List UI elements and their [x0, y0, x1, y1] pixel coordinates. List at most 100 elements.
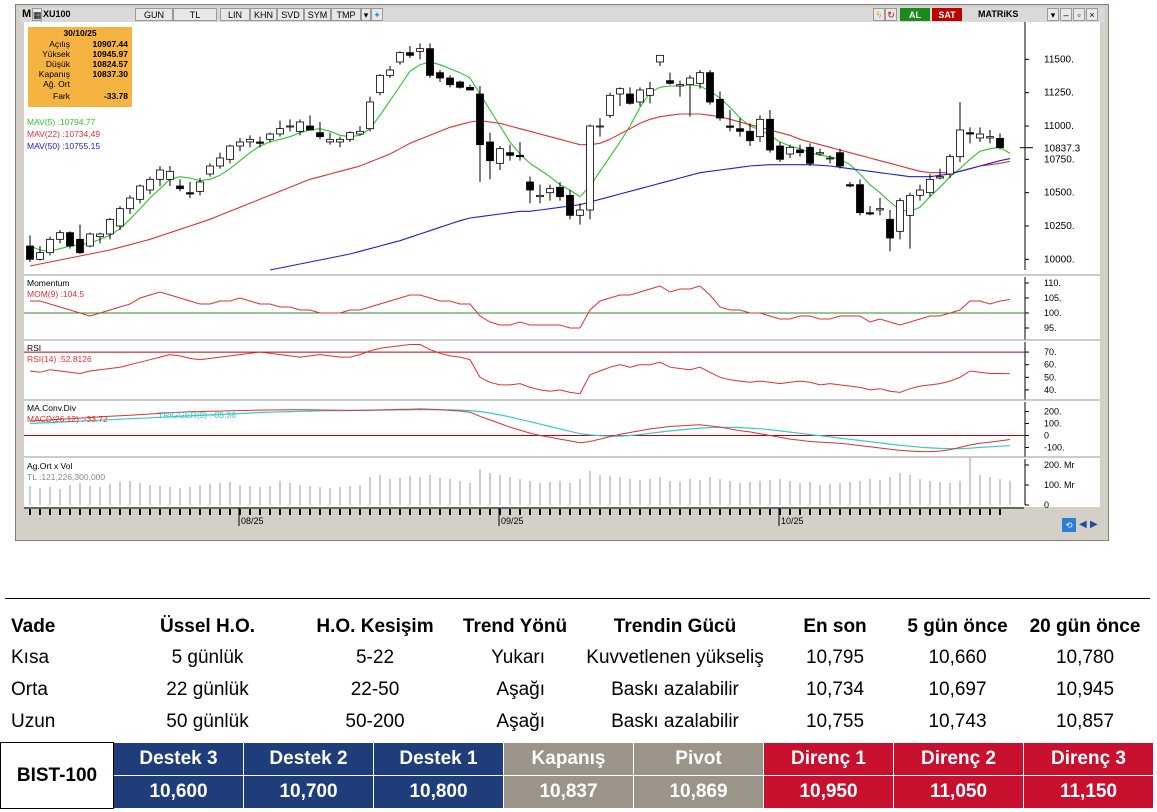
candle-body — [656, 54, 664, 63]
header-ema: Üssel H.O. — [159, 616, 256, 637]
dropdown-icon[interactable]: ▾ — [361, 8, 371, 21]
candle-body — [846, 184, 854, 187]
price-axis[interactable] — [1024, 22, 1100, 507]
candle-body — [66, 232, 74, 247]
time-tick — [409, 509, 411, 515]
y-tick-label: 60. — [1044, 360, 1057, 370]
candle-body — [666, 80, 674, 84]
sell-button[interactable]: SAT — [932, 8, 962, 21]
y-tick-label: 0 — [1044, 500, 1049, 510]
minimize-icon[interactable]: – — [1060, 8, 1072, 21]
time-tick — [549, 509, 551, 515]
rsi-title: RSI — [27, 343, 42, 353]
candle-body — [56, 232, 64, 240]
time-tick — [159, 509, 161, 515]
time-tick — [489, 509, 491, 515]
time-tick — [679, 509, 681, 515]
candle-body — [46, 238, 54, 254]
time-tick — [179, 509, 181, 515]
candle-body — [146, 178, 154, 191]
header-vade: Vade — [11, 616, 56, 637]
candle-body — [226, 145, 234, 160]
candle-body — [896, 200, 904, 232]
infobox-row-close: Kapanış 10837.30 — [38, 69, 128, 79]
infobox-row-diff: Fark -33.78 — [53, 91, 128, 101]
table-cell: Uzun — [11, 711, 56, 732]
time-tick — [599, 509, 601, 515]
table-row: Kısa 5 günlük 5-22 Yukarı Kuvvetlenen yü… — [5, 642, 1150, 674]
y-tick-label: 10500. — [1044, 188, 1075, 199]
time-tick — [239, 509, 241, 515]
sym-button[interactable]: SYM — [304, 8, 331, 21]
candle-body — [806, 146, 814, 164]
time-tick — [359, 509, 361, 515]
linear-scale-button[interactable]: LIN — [220, 8, 250, 21]
buy-button[interactable]: AL — [900, 8, 930, 21]
time-tick — [449, 509, 451, 515]
time-tick — [709, 509, 711, 515]
period-button[interactable]: GUN — [135, 8, 173, 21]
time-tick — [919, 509, 921, 515]
candle-body — [516, 154, 524, 158]
maximize-icon[interactable]: ▫ — [1073, 8, 1085, 21]
candle-body — [646, 88, 654, 96]
scroll-left-icon[interactable]: ◀ — [1079, 519, 1087, 530]
momentum-line — [30, 285, 1011, 329]
candle-body — [776, 145, 784, 160]
khn-button[interactable]: KHN — [250, 8, 277, 21]
y-tick-label: 200. — [1044, 407, 1062, 417]
candle-body — [536, 194, 544, 198]
y-tick-label: 95. — [1044, 323, 1057, 333]
twitter-icon[interactable]: ✦ — [371, 8, 383, 21]
svd-button[interactable]: SVD — [277, 8, 304, 21]
lightning-icon[interactable]: ϟ — [873, 8, 885, 21]
y-tick-label: 0 — [1044, 430, 1049, 440]
legend-trigger: TRIGGER(9) :-85.36 — [158, 410, 236, 420]
momentum-title: Momentum — [27, 278, 70, 288]
time-tick — [739, 509, 741, 515]
macd-title: MA.Conv.Div — [27, 403, 76, 413]
brand-label: MATRiKS — [978, 9, 1019, 19]
time-tick — [559, 509, 561, 515]
time-tick — [299, 509, 301, 515]
time-tick — [509, 509, 511, 515]
level-value: 10,869 — [633, 775, 764, 809]
refresh-icon[interactable]: ↻ — [885, 8, 897, 21]
symbol-label[interactable]: XU100 — [43, 9, 71, 19]
candle-body — [676, 84, 684, 87]
candle-body — [266, 133, 274, 140]
header-crossover: H.O. Kesişim — [316, 616, 434, 637]
table-row: Uzun 50 günlük 50-200 Aşağı Baskı azalab… — [5, 706, 1150, 738]
level-value: 10,600 — [113, 775, 244, 809]
tmp-button[interactable]: TMP — [331, 8, 361, 21]
sync-icon[interactable]: ⟲ — [1062, 518, 1076, 532]
macd-line — [29, 408, 1011, 453]
time-tick — [649, 509, 651, 515]
plot-area[interactable] — [24, 22, 1024, 507]
candle-body — [236, 141, 244, 147]
time-tick — [169, 509, 171, 515]
grid-icon[interactable]: ▦ — [32, 8, 42, 21]
candle-body — [336, 138, 344, 143]
table-cell: Kuvvetlenen yükseliş — [586, 647, 764, 668]
time-tick — [899, 509, 901, 515]
candle-body — [916, 189, 924, 196]
time-tick — [799, 509, 801, 515]
scroll-right-icon[interactable]: ▶ — [1090, 519, 1098, 530]
y-tick-label: 105. — [1044, 293, 1062, 303]
candle-body — [106, 218, 114, 235]
close-icon[interactable]: × — [1086, 8, 1098, 21]
time-tick — [939, 509, 941, 515]
time-tick — [39, 509, 41, 515]
level-label: Direnç 2 — [893, 742, 1024, 776]
settings-icon[interactable]: ▾ — [1047, 8, 1059, 21]
time-tick — [119, 509, 121, 515]
y-tick-label: 40. — [1044, 385, 1057, 395]
candle-body — [996, 137, 1004, 149]
candle-body — [396, 52, 404, 63]
y-tick-label: 70. — [1044, 347, 1057, 357]
chart-toolbar: M ▦ XU100 GUN TL LIN KHN SVD SYM TMP ▾ ✦… — [20, 7, 1104, 23]
candle-body — [926, 178, 934, 194]
table-top-rule — [5, 598, 1150, 599]
currency-button[interactable]: TL — [173, 8, 217, 21]
